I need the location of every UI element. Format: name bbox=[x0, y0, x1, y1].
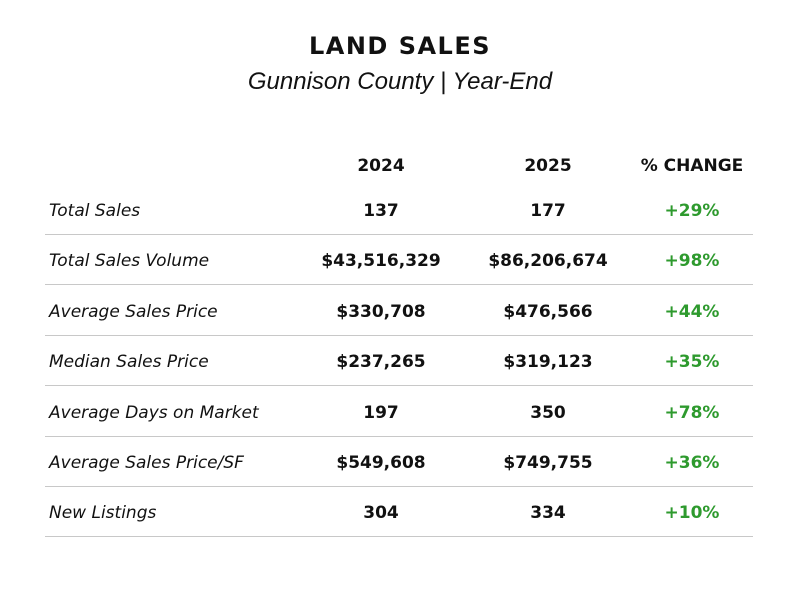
change-cell: +44% bbox=[664, 301, 720, 322]
value-cell: 304 bbox=[363, 503, 399, 524]
row-label: Average Sales Price/SF bbox=[49, 453, 244, 473]
value-cell: 197 bbox=[363, 402, 399, 423]
change-cell: +29% bbox=[664, 201, 720, 221]
column-header: 2024 bbox=[357, 156, 405, 176]
change-cell: +36% bbox=[664, 453, 720, 473]
value-cell: 350 bbox=[530, 402, 566, 423]
subtitle: Gunnison County | Year-End bbox=[247, 68, 553, 95]
row-label: Median Sales Price bbox=[49, 352, 209, 373]
value-cell: $749,755 bbox=[503, 453, 593, 473]
value-cell: $549,608 bbox=[336, 453, 426, 473]
column-header: 2025 bbox=[524, 156, 572, 176]
value-cell: $237,265 bbox=[336, 352, 426, 373]
row-divider bbox=[45, 385, 753, 387]
row-label: Average Sales Price bbox=[49, 301, 218, 322]
value-cell: $86,206,674 bbox=[488, 251, 608, 272]
row-divider bbox=[45, 284, 753, 286]
row-label: Total Sales Volume bbox=[49, 251, 210, 272]
title: LAND SALES bbox=[308, 32, 492, 60]
row-divider bbox=[45, 234, 753, 235]
change-cell: +78% bbox=[664, 402, 720, 423]
value-cell: $476,566 bbox=[503, 301, 593, 322]
value-cell: 334 bbox=[530, 503, 566, 524]
row-divider bbox=[45, 435, 753, 437]
value-cell: $43,516,329 bbox=[321, 251, 441, 272]
row-label: Average Days on Market bbox=[49, 402, 259, 423]
value-cell: $319,123 bbox=[503, 352, 593, 373]
value-cell: 177 bbox=[530, 201, 566, 221]
row-label: New Listings bbox=[49, 503, 157, 524]
row-divider bbox=[45, 334, 753, 336]
change-cell: +98% bbox=[664, 251, 720, 272]
row-label: Total Sales bbox=[49, 201, 141, 221]
column-header: % CHANGE bbox=[640, 156, 744, 176]
row-divider bbox=[45, 536, 753, 538]
change-cell: +10% bbox=[664, 503, 720, 524]
row-divider bbox=[45, 486, 753, 487]
change-cell: +35% bbox=[664, 352, 720, 373]
value-cell: 137 bbox=[363, 201, 399, 221]
value-cell: $330,708 bbox=[336, 301, 426, 322]
